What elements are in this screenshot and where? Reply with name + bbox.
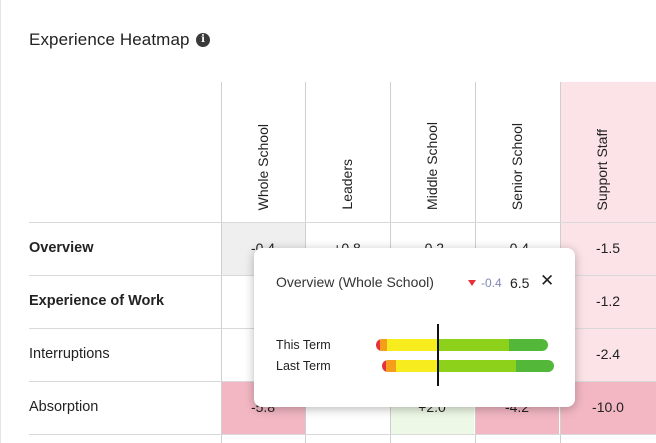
row-label: Experience of Work bbox=[29, 293, 165, 309]
this-term-bar-orange bbox=[380, 339, 387, 351]
last-term-bar bbox=[382, 360, 554, 372]
page-title: Experience Heatmap bbox=[29, 30, 190, 49]
last-term-bar-yellow bbox=[396, 360, 439, 372]
tooltip-delta: -0.4 bbox=[481, 276, 502, 290]
this-term-bar-yellow bbox=[387, 339, 439, 351]
down-arrow-icon bbox=[468, 280, 476, 286]
last-term-bar-red bbox=[382, 360, 386, 372]
tooltip-score: 6.5 bbox=[510, 275, 530, 291]
grid-line-vertical bbox=[221, 82, 222, 443]
column-header: Leaders bbox=[305, 84, 389, 210]
last-term-bar-green bbox=[516, 360, 554, 372]
tooltip-title: Overview (Whole School) bbox=[276, 274, 434, 290]
this-term-bar-red bbox=[376, 339, 380, 351]
cell-tooltip: Overview (Whole School) -0.4 6.5 ✕ This … bbox=[254, 248, 575, 407]
tooltip-score-marker bbox=[437, 324, 439, 386]
this-term-bar bbox=[376, 339, 548, 351]
column-header-label: Whole School bbox=[255, 123, 271, 210]
this-term-label: This Term bbox=[276, 338, 331, 352]
heatmap-cell[interactable]: -10.0 bbox=[560, 381, 656, 434]
row-label: Interruptions bbox=[29, 346, 110, 362]
close-icon[interactable]: ✕ bbox=[540, 271, 555, 290]
heatmap-cell[interactable]: -1.2 bbox=[560, 275, 656, 328]
column-header-label: Leaders bbox=[339, 159, 355, 210]
column-header-label: Support Staff bbox=[594, 128, 610, 210]
grid-line-horizontal bbox=[29, 222, 656, 223]
last-term-label: Last Term bbox=[276, 359, 331, 373]
column-header: Middle School bbox=[390, 84, 474, 210]
column-header: Support Staff bbox=[560, 84, 644, 210]
column-header-label: Senior School bbox=[509, 122, 525, 210]
this-term-bar-light-green bbox=[439, 339, 509, 351]
row-label: Overview bbox=[29, 240, 94, 256]
last-term-bar-orange bbox=[386, 360, 396, 372]
grid-line-horizontal bbox=[29, 434, 656, 435]
column-header: Whole School bbox=[221, 84, 305, 210]
column-header-label: Middle School bbox=[424, 122, 440, 210]
heatmap-cell[interactable]: -1.5 bbox=[560, 222, 656, 275]
last-term-bar-light-green bbox=[439, 360, 516, 372]
row-label: Absorption bbox=[29, 399, 99, 415]
info-icon[interactable]: i bbox=[196, 33, 210, 47]
column-header: Senior School bbox=[475, 84, 559, 210]
heatmap-cell[interactable]: -2.4 bbox=[560, 328, 656, 381]
column-header-highlight bbox=[560, 82, 656, 222]
this-term-bar-green bbox=[509, 339, 548, 351]
page-left-border bbox=[0, 0, 1, 443]
